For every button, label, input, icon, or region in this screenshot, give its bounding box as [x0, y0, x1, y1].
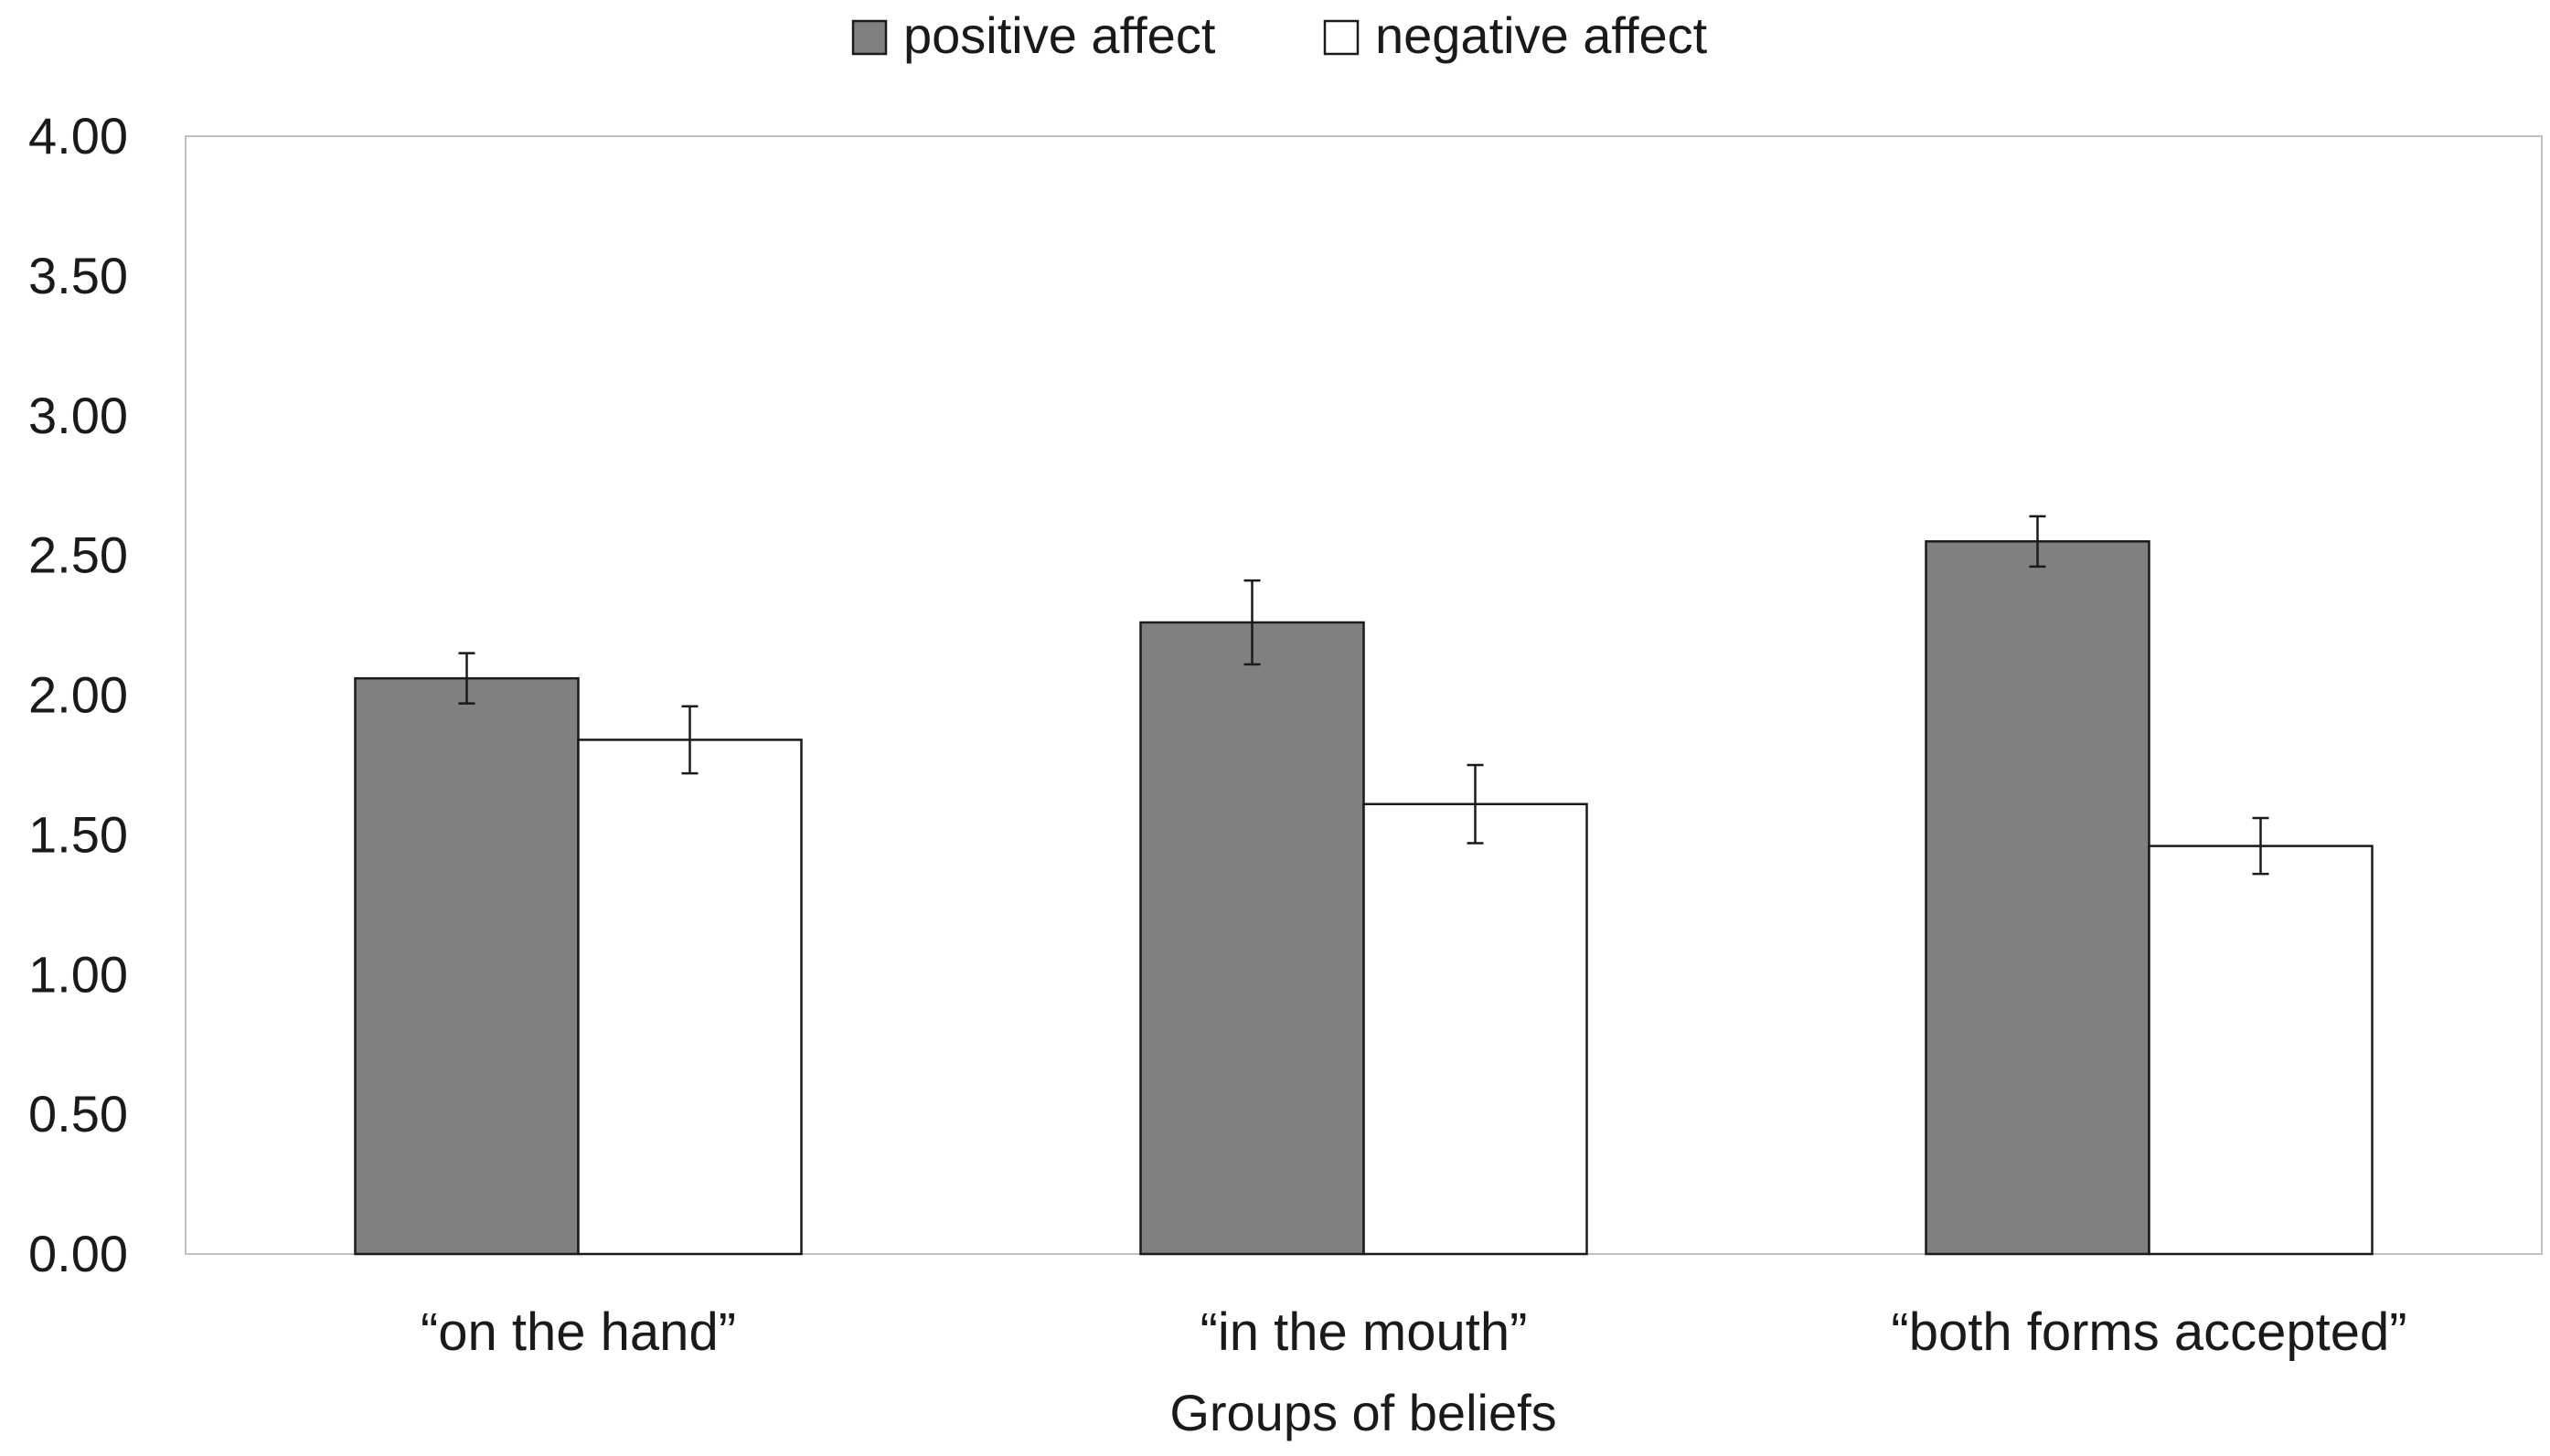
x-axis: “on the hand” “in the mouth” “both forms a…	[421, 1302, 2407, 1362]
y-tick-label: 3.00	[28, 387, 128, 444]
bar-negative-1	[1362, 802, 1588, 1256]
bar-positive-0	[354, 676, 580, 1256]
bar-negative-0	[577, 739, 803, 1256]
error-bar-positive-0	[458, 652, 475, 705]
legend-item-negative: negative affect	[1323, 6, 1708, 64]
x-tick-label: “in the mouth”	[1200, 1302, 1528, 1362]
error-bar-negative-2	[2252, 816, 2269, 876]
y-tick-label: 3.50	[28, 247, 128, 304]
y-tick-label: 1.50	[28, 805, 128, 863]
y-tick-label: 2.50	[28, 526, 128, 584]
legend-label: positive affect	[903, 6, 1216, 64]
error-bar-negative-0	[681, 705, 699, 775]
legend-item-positive: positive affect	[851, 6, 1216, 64]
x-tick-label: “both forms accepted”	[1891, 1302, 2406, 1362]
y-tick-label: 0.00	[28, 1225, 128, 1282]
bar-negative-2	[2148, 845, 2374, 1256]
bar-positive-2	[1925, 540, 2150, 1256]
y-tick-label: 1.00	[28, 945, 128, 1003]
x-tick-label: “on the hand”	[421, 1302, 736, 1362]
legend: positive affect negative affect	[851, 6, 1708, 64]
x-axis-title: Groups of beliefs	[1169, 1384, 1556, 1441]
legend-label: negative affect	[1375, 6, 1708, 64]
error-bar-negative-1	[1467, 763, 1484, 845]
y-tick-label: 2.00	[28, 666, 128, 724]
y-tick-label: 0.50	[28, 1085, 128, 1142]
bars	[354, 540, 2374, 1256]
bar-positive-1	[1139, 621, 1365, 1256]
error-bars	[458, 515, 2269, 876]
y-tick-label: 4.00	[28, 107, 128, 165]
legend-swatch	[851, 19, 888, 56]
y-axis: 0.00 0.50 1.00 1.50 2.00 2.50 3.00 3.50 4.00	[28, 107, 128, 1282]
error-bar-positive-2	[2029, 515, 2046, 569]
legend-swatch	[1323, 19, 1360, 56]
error-bar-positive-1	[1243, 579, 1261, 666]
